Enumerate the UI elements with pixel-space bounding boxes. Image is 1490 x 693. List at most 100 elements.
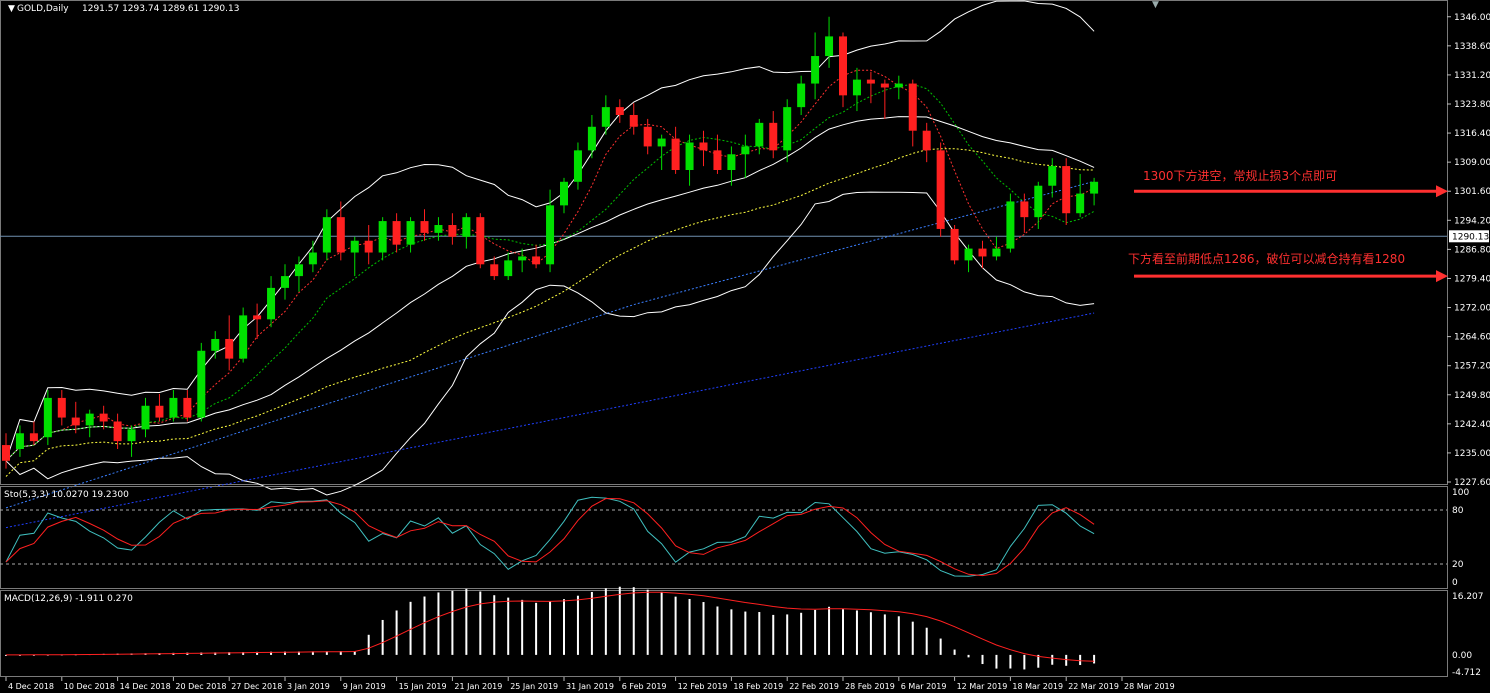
candle-body bbox=[755, 122, 764, 147]
stochastic-tick-label: 20 bbox=[1452, 560, 1464, 570]
candle-body bbox=[308, 252, 317, 265]
candle-body bbox=[629, 114, 638, 127]
candle-body bbox=[713, 150, 722, 171]
macd-bar bbox=[521, 599, 524, 655]
candle-body bbox=[406, 221, 415, 245]
macd-bar bbox=[284, 651, 286, 655]
ma-slow-line bbox=[5, 148, 1095, 477]
bollinger-lower bbox=[5, 191, 1095, 496]
candle-body bbox=[671, 138, 680, 171]
macd-bar bbox=[1051, 654, 1054, 665]
macd-bar bbox=[869, 612, 872, 655]
candle-body bbox=[1090, 181, 1099, 194]
macd-bar bbox=[855, 610, 858, 655]
macd-bar bbox=[451, 590, 454, 655]
price-tick-label: 1331.20 bbox=[1454, 71, 1490, 81]
macd-bar bbox=[660, 591, 663, 655]
macd-bar bbox=[883, 614, 886, 655]
candle-body bbox=[839, 36, 847, 96]
candle-body bbox=[253, 315, 262, 320]
price-tick-label: 1346.00 bbox=[1454, 13, 1490, 23]
shift-marker-icon[interactable]: ▼ bbox=[1152, 0, 1159, 10]
stochastic-d-line bbox=[5, 497, 1095, 577]
macd-bar bbox=[967, 654, 970, 658]
macd-bar bbox=[465, 588, 468, 655]
date-tick-label: 14 Dec 2018 bbox=[120, 682, 171, 691]
macd-bar bbox=[339, 651, 342, 655]
macd-bar bbox=[674, 596, 677, 655]
price-tick-label: 1242.40 bbox=[1454, 420, 1490, 430]
date-tick-label: 31 Jan 2019 bbox=[566, 682, 614, 691]
candle-body bbox=[57, 397, 66, 418]
candle-body bbox=[601, 107, 610, 127]
annotation-text: 1300下方进空，常规止损3个点即可 bbox=[1143, 168, 1337, 183]
macd-bar bbox=[563, 599, 565, 655]
candle-body bbox=[113, 421, 122, 442]
price-tick-label: 1316.40 bbox=[1454, 129, 1490, 139]
date-tick-label: 4 Dec 2018 bbox=[8, 682, 54, 691]
macd-bar bbox=[256, 651, 259, 655]
macd-bar bbox=[716, 606, 719, 655]
macd-bar bbox=[395, 610, 398, 655]
date-tick-label: 21 Jan 2019 bbox=[454, 682, 502, 691]
candle-body bbox=[727, 154, 736, 171]
price-tick-label: 1286.80 bbox=[1454, 245, 1490, 255]
macd-bar bbox=[828, 606, 831, 655]
macd-bar bbox=[270, 651, 273, 655]
collapse-icon[interactable]: ▼ bbox=[8, 4, 15, 14]
current-price-box-bg bbox=[1449, 230, 1489, 243]
candle-body bbox=[811, 56, 820, 84]
macd-bar bbox=[423, 596, 426, 655]
macd-tick-label: 0.00 bbox=[1452, 651, 1472, 661]
macd-bar bbox=[800, 612, 803, 655]
macd-bar bbox=[772, 614, 775, 655]
macd-bar bbox=[1009, 654, 1012, 669]
current-price-value: 1290.13 bbox=[1452, 232, 1489, 242]
candle-body bbox=[852, 79, 861, 96]
candle-body bbox=[783, 107, 792, 151]
price-tick-label: 1309.00 bbox=[1454, 158, 1490, 168]
current-price-label: 1290.13 bbox=[1449, 230, 1489, 243]
date-tick-label: 12 Mar 2019 bbox=[957, 682, 1008, 691]
macd-label: MACD(12,26,9) -1.911 0.270 bbox=[4, 594, 133, 604]
annotations: 1300下方进空，常规止损3个点即可下方看至前期低点1286，破位可以减仓持有看… bbox=[1128, 168, 1448, 283]
annotation-text: 下方看至前期低点1286，破位可以减仓持有看1280 bbox=[1128, 251, 1405, 266]
macd-bar bbox=[479, 591, 482, 655]
macd-bar bbox=[842, 609, 844, 655]
candle-body bbox=[183, 397, 192, 418]
candle-body bbox=[518, 256, 527, 261]
date-tick-label: 12 Feb 2019 bbox=[678, 682, 728, 691]
price-tick-label: 1235.00 bbox=[1454, 449, 1490, 459]
stochastic-tick-label: 100 bbox=[1452, 488, 1469, 498]
macd-bar bbox=[995, 654, 998, 669]
candle-body bbox=[434, 225, 443, 233]
candle-body bbox=[127, 429, 136, 442]
macd-bar bbox=[367, 634, 370, 655]
candle-body bbox=[866, 79, 875, 84]
candle-body bbox=[1062, 166, 1071, 214]
candle-body bbox=[169, 397, 178, 418]
candle-body bbox=[29, 433, 38, 442]
macd-bar bbox=[353, 651, 356, 655]
macd-bar bbox=[535, 602, 538, 655]
candle-body bbox=[560, 181, 568, 206]
candle-body bbox=[797, 83, 806, 108]
macd-bar bbox=[632, 587, 635, 655]
price-tick-label: 1227.60 bbox=[1454, 478, 1490, 488]
macd-bar bbox=[576, 595, 579, 655]
candle-body bbox=[922, 130, 931, 151]
date-tick-label: 20 Dec 2018 bbox=[175, 682, 226, 691]
candle-body bbox=[587, 126, 596, 151]
candle-body bbox=[825, 36, 834, 57]
date-tick-label: 27 Dec 2018 bbox=[231, 682, 282, 691]
candle-body bbox=[294, 264, 303, 277]
macd-bar bbox=[590, 591, 593, 655]
candle-body bbox=[978, 248, 987, 257]
price-tick-label: 1249.80 bbox=[1454, 391, 1490, 401]
candle-body bbox=[197, 350, 206, 418]
annotation-arrow-head bbox=[1436, 185, 1448, 198]
price-tick-label: 1272.00 bbox=[1454, 304, 1490, 314]
candle-body bbox=[378, 221, 387, 253]
candle-body bbox=[239, 315, 248, 359]
